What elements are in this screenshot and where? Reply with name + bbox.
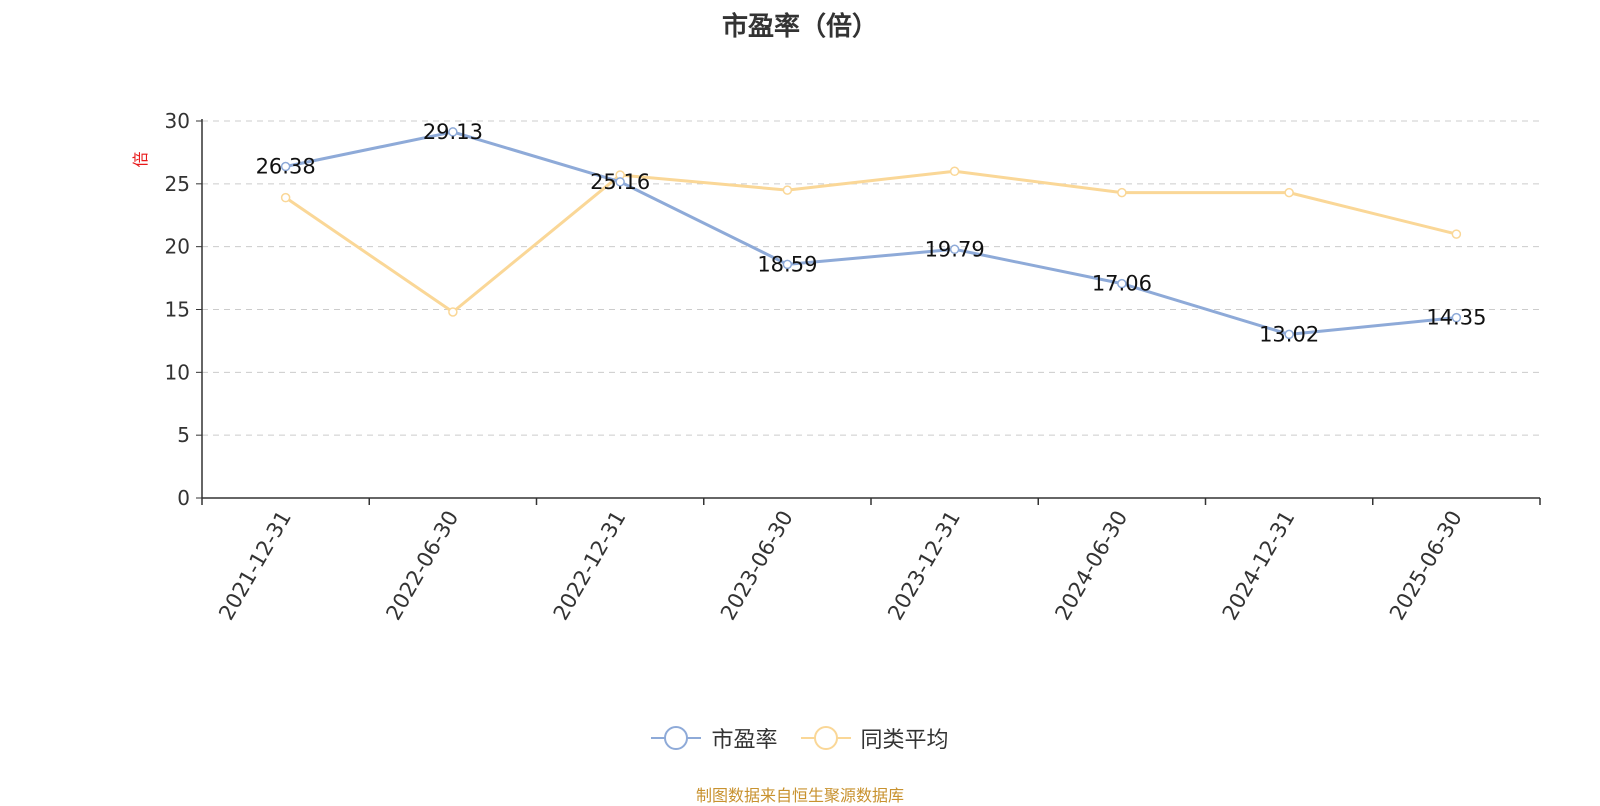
y-tick-label: 10 — [165, 360, 190, 384]
x-tick-label: 2023-06-30 — [716, 507, 798, 625]
y-tick-label: 30 — [165, 109, 190, 133]
data-point-0 — [782, 259, 793, 270]
data-point-0 — [1117, 278, 1127, 289]
data-point-1 — [1284, 187, 1294, 198]
y-tick-label: 25 — [165, 172, 190, 196]
legend-item-peer-average[interactable]: 同类平均 — [800, 722, 949, 754]
x-tick-label: 2023-12-31 — [883, 507, 965, 625]
y-axis-label: 倍 — [131, 151, 150, 167]
data-point-1 — [782, 185, 793, 195]
data-point-1 — [1451, 229, 1462, 239]
x-tick-label: 2021-12-31 — [214, 507, 296, 625]
x-tick-label: 2025-06-30 — [1385, 507, 1467, 625]
legend-label-pe: 市盈率 — [711, 728, 778, 753]
data-point-0 — [1284, 329, 1294, 340]
data-point-1 — [448, 307, 458, 317]
data-label: 18.59 — [757, 252, 817, 276]
chart-title: 市盈率（倍） — [721, 12, 878, 42]
data-point-1 — [949, 166, 960, 177]
y-tick-label: 0 — [177, 486, 190, 510]
legend-label-peer-average: 同类平均 — [860, 728, 949, 753]
data-source-note: 制图数据来自恒生聚源数据库 — [695, 786, 904, 805]
legend-line-marker-icon — [651, 726, 702, 750]
data-point-0 — [280, 161, 291, 172]
pe-ratio-chart: 0 5 10 15 20 25 30 倍 2021-12-31 2022-06-30 2022-12… — [131, 109, 1541, 625]
y-tick-label: 5 — [177, 423, 190, 447]
data-point-1 — [1117, 187, 1127, 198]
series-line-0 — [285, 130, 1457, 336]
data-point-1 — [280, 192, 291, 203]
x-tick-label: 2024-12-31 — [1218, 507, 1300, 625]
legend-item-pe[interactable]: 市盈率 — [651, 722, 778, 754]
data-point-0 — [448, 127, 458, 137]
legend-line-marker-icon — [800, 726, 851, 750]
data-point-0 — [949, 244, 960, 255]
data-label: 25.16 — [590, 170, 650, 194]
data-point-0 — [615, 177, 625, 187]
x-tick-label: 2024-06-30 — [1050, 507, 1132, 625]
y-tick-label: 20 — [165, 235, 190, 259]
series-line-1 — [284, 169, 1457, 314]
x-tick-label: 2022-06-30 — [381, 507, 463, 625]
data-label: 26.38 — [256, 154, 316, 178]
y-tick-label: 15 — [165, 298, 190, 322]
x-tick-label: 2022-12-31 — [549, 507, 631, 625]
data-label: 29.13 — [423, 120, 483, 144]
data-label: 13.02 — [1259, 322, 1319, 346]
data-label: 19.79 — [925, 237, 985, 261]
data-label: 14.35 — [1426, 306, 1486, 330]
data-label: 17.06 — [1092, 272, 1152, 296]
data-point-0 — [1451, 312, 1462, 323]
legend[interactable]: 市盈率 同类平均 — [0, 722, 1600, 759]
